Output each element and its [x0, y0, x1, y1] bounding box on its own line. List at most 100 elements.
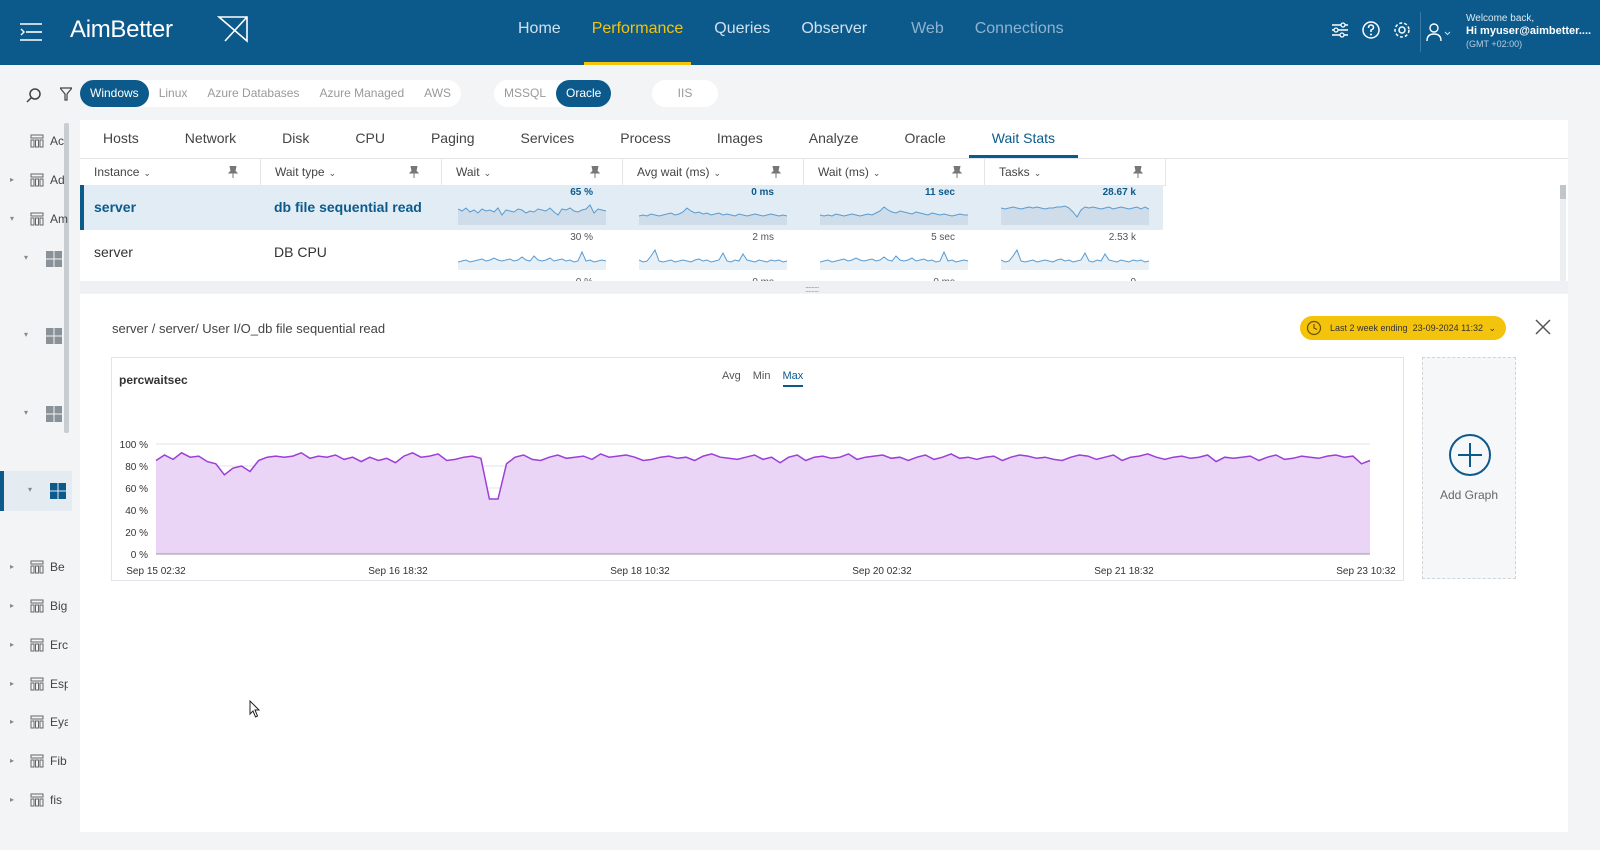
column-header[interactable]: Wait ⌄ [442, 159, 623, 186]
sidebar-tree-item[interactable]: ▸ Eya [0, 703, 72, 743]
filter-oracle[interactable]: Oracle [556, 80, 612, 107]
filter-iis[interactable]: IIS [677, 86, 693, 100]
expand-arrow-icon[interactable]: ▸ [10, 795, 15, 804]
percwaitsec-chart[interactable]: 0 % 20 % 40 % 60 % 80 % 100 % Sep 15 02:32 Sep … [112, 358, 1403, 580]
table-row[interactable]: 0 % 0 ms 0 ms 0 [80, 275, 1163, 281]
pin-icon[interactable] [590, 166, 600, 178]
sidebar-scrollbar[interactable] [64, 123, 69, 433]
aggregation-min[interactable]: Min [752, 370, 771, 382]
chart-title: percwaitsec [119, 373, 188, 387]
sort-chevron-icon[interactable]: ⌄ [713, 168, 722, 178]
settings-gear-icon[interactable] [1392, 20, 1412, 40]
sliders-icon[interactable] [1330, 20, 1350, 40]
filter-azure-databases[interactable]: Azure Databases [207, 86, 300, 100]
tab-wait-stats[interactable]: Wait Stats [968, 120, 1079, 158]
user-avatar-icon[interactable] [1426, 22, 1452, 42]
pin-icon[interactable] [409, 166, 419, 178]
filter-mssql[interactable]: MSSQL [504, 86, 547, 100]
expand-arrow-icon[interactable]: ▾ [28, 485, 33, 494]
tab-paging[interactable]: Paging [430, 130, 475, 146]
expand-arrow-icon[interactable]: ▾ [10, 214, 15, 223]
aggregation-max[interactable]: Max [782, 370, 804, 387]
tab-cpu[interactable]: CPU [355, 130, 385, 146]
tab-analyze[interactable]: Analyze [808, 130, 859, 146]
expand-arrow-icon[interactable]: ▾ [24, 330, 29, 339]
tab-images[interactable]: Images [716, 130, 763, 146]
tab-hosts[interactable]: Hosts [103, 130, 139, 146]
pin-icon[interactable] [771, 166, 781, 178]
expand-arrow-icon[interactable]: ▸ [10, 679, 15, 688]
sidebar-tree-item[interactable]: ▸ Fib [0, 742, 72, 782]
column-header[interactable]: Avg wait (ms) ⌄ [623, 159, 804, 186]
user-info[interactable]: Welcome back, Hi myuser@aimbetter.... (G… [1466, 12, 1591, 51]
tab-network[interactable]: Network [184, 130, 237, 146]
column-header[interactable]: Wait (ms) ⌄ [804, 159, 985, 186]
sidebar-tree-item[interactable]: ▸ fis [0, 781, 72, 821]
aggregation-avg[interactable]: Avg [722, 370, 741, 382]
menu-toggle-icon[interactable] [20, 22, 42, 42]
tab-disk[interactable]: Disk [282, 130, 310, 146]
filter-linux[interactable]: Linux [158, 86, 188, 100]
sort-chevron-icon[interactable]: ⌄ [328, 168, 337, 178]
expand-arrow-icon[interactable]: ▸ [10, 175, 15, 184]
table-row[interactable]: server DB CPU 30 % 2 ms 5 sec 2.53 k [80, 230, 1163, 275]
filter-icon[interactable] [60, 87, 72, 101]
aggregation-toggle: Avg Min Max [722, 370, 804, 387]
app-logo[interactable]: AimBetter [70, 16, 248, 44]
main-nav: Home Performance Queries Observer Web Connect… [510, 0, 1087, 65]
nav-observer[interactable]: Observer [801, 20, 868, 37]
sort-chevron-icon[interactable]: ⌄ [143, 168, 151, 178]
server-group-icon [30, 599, 44, 613]
sort-chevron-icon[interactable]: ⌄ [1033, 168, 1042, 178]
table-row[interactable]: server db file sequential read 65 % 0 ms 11 … [80, 185, 1163, 230]
column-header[interactable]: Wait type ⌄ [261, 159, 442, 186]
sidebar-tree-item[interactable]: ▾ Am [0, 200, 72, 240]
search-icon[interactable] [26, 87, 42, 103]
sidebar-tree-item[interactable]: Ac [0, 122, 72, 162]
table-scrollbar[interactable] [1560, 185, 1566, 281]
nav-queries[interactable]: Queries [714, 20, 771, 37]
sidebar-tree-item[interactable]: ▸ Big [0, 587, 72, 627]
expand-arrow-icon[interactable]: ▾ [24, 408, 29, 417]
sidebar-tree-item[interactable]: ▸ Ad [0, 161, 72, 201]
sidebar-tree-item[interactable]: ▾ [0, 239, 72, 279]
sidebar-tree-item[interactable]: ▾ [0, 394, 72, 434]
add-graph-button[interactable]: Add Graph [1422, 357, 1516, 579]
panel-resize-handle[interactable]: ::::::::: [80, 281, 1568, 294]
sidebar-tree-item[interactable]: ▸ Esp [0, 665, 72, 705]
expand-arrow-icon[interactable]: ▾ [24, 253, 29, 262]
sidebar-tree-item[interactable]: ▾ [0, 316, 72, 356]
expand-arrow-icon[interactable]: ▸ [10, 717, 15, 726]
sidebar-tree-item[interactable]: ▾ [0, 471, 72, 511]
pin-icon[interactable] [1133, 166, 1143, 178]
close-icon[interactable] [1534, 318, 1552, 336]
filter-windows[interactable]: Windows [80, 80, 149, 107]
expand-arrow-icon[interactable]: ▸ [10, 756, 15, 765]
sort-chevron-icon[interactable]: ⌄ [483, 168, 492, 178]
expand-arrow-icon[interactable]: ▸ [10, 601, 15, 610]
nav-web[interactable]: Web [911, 20, 944, 37]
sparkline-icon [1001, 248, 1149, 270]
help-icon[interactable] [1361, 20, 1381, 40]
web-filter-group: IIS [652, 80, 718, 107]
expand-arrow-icon[interactable]: ▸ [10, 640, 15, 649]
server-group-icon [30, 212, 44, 226]
sidebar-tree-item[interactable]: ▸ Be [0, 548, 72, 588]
nav-connections[interactable]: Connections [974, 20, 1064, 37]
filter-azure-managed[interactable]: Azure Managed [319, 86, 405, 100]
sort-chevron-icon[interactable]: ⌄ [872, 168, 881, 178]
pin-icon[interactable] [228, 166, 238, 178]
column-header[interactable]: Instance ⌄ [80, 159, 261, 186]
expand-arrow-icon[interactable]: ▸ [10, 562, 15, 571]
tab-process[interactable]: Process [620, 130, 671, 146]
sidebar-tree-item[interactable]: ▸ Erc [0, 626, 72, 666]
metric-value: 65 % [570, 187, 593, 198]
filter-aws[interactable]: AWS [424, 86, 452, 100]
time-range-selector[interactable]: Last 2 week ending 23-09-2024 11:32 ⌄ [1300, 316, 1506, 340]
tab-services[interactable]: Services [520, 130, 575, 146]
column-header[interactable]: Tasks ⌄ [985, 159, 1166, 186]
pin-icon[interactable] [952, 166, 962, 178]
nav-performance[interactable]: Performance [583, 0, 692, 65]
nav-home[interactable]: Home [518, 20, 561, 37]
tab-oracle[interactable]: Oracle [904, 130, 946, 146]
